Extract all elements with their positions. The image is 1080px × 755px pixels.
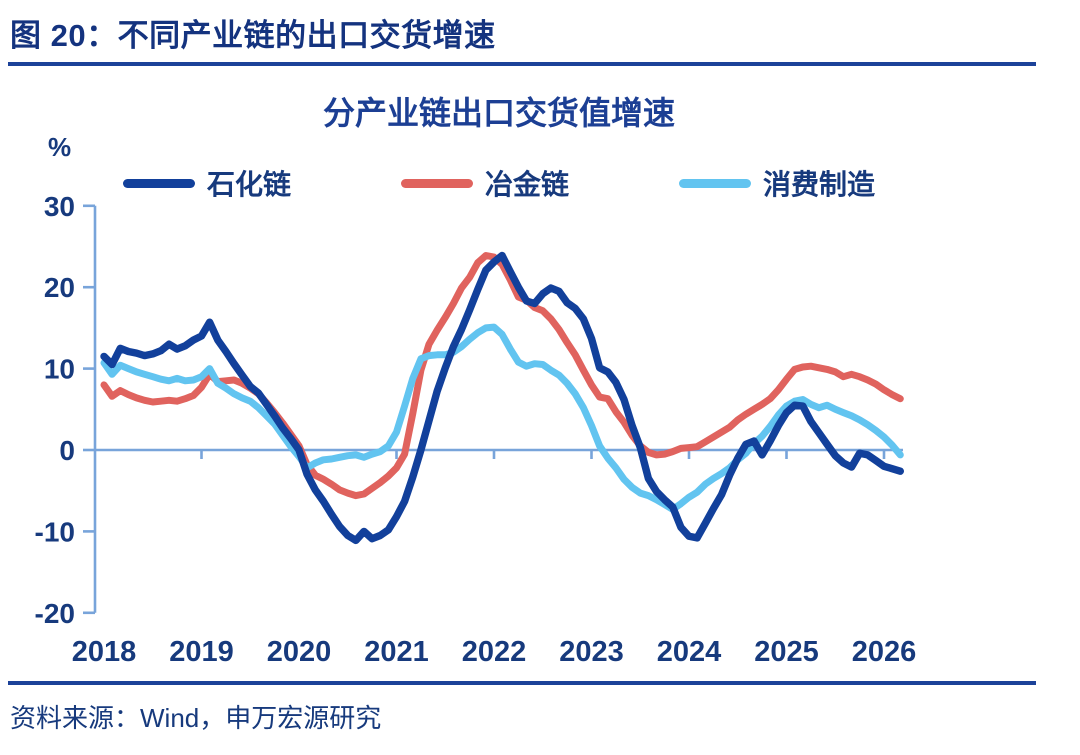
x-tick-label: 2025 [754,636,819,668]
legend-item-consumer-manufacturing: 消费制造 [679,163,875,203]
x-tick-label: 2023 [559,636,624,668]
legend-item-petrochemical-chain: 石化链 [122,163,291,203]
x-tick-label: 2022 [462,636,527,668]
y-tick-label: -10 [35,516,75,547]
legend-swatch-consumer-manufacturing [679,178,751,188]
x-tick-label: 2026 [852,636,917,668]
chart-legend: 石化链 冶金链 消费制造 [95,163,903,203]
y-tick-label: 20 [44,272,75,303]
header-divider [8,62,1036,66]
series-line-metallurgy-chain [100,252,904,500]
y-tick-label: 30 [44,191,75,222]
x-tick-label: 2018 [72,636,137,668]
y-tick-label: 10 [44,354,75,385]
chart-title: 分产业链出口交货值增速 [322,95,675,131]
x-tick-label: 2021 [364,636,429,668]
figure-bottom-divider [8,681,1036,685]
y-tick-label: -20 [35,598,75,629]
x-tick-label: 2024 [657,636,722,668]
legend-label: 冶金链 [484,169,569,200]
x-tick-label: 2020 [267,636,332,668]
legend-swatch-metallurgy-chain [400,178,473,188]
legend-swatch-petrochemical-chain [122,178,195,188]
legend-label: 消费制造 [763,169,876,200]
figure-title: 图 20：不同产业链的出口交货增速 [10,18,496,53]
x-tick-label: 2019 [169,636,234,668]
source-note: 资料来源：Wind，申万宏源研究 [10,703,382,733]
y-tick-label: 0 [59,435,75,466]
legend-label: 石化链 [206,169,291,200]
series-line-consumer-manufacturing [100,323,904,513]
y-axis-unit-label: % [48,132,72,162]
series-line-petrochemical-chain [100,251,904,545]
legend-item-metallurgy-chain: 冶金链 [400,163,569,203]
